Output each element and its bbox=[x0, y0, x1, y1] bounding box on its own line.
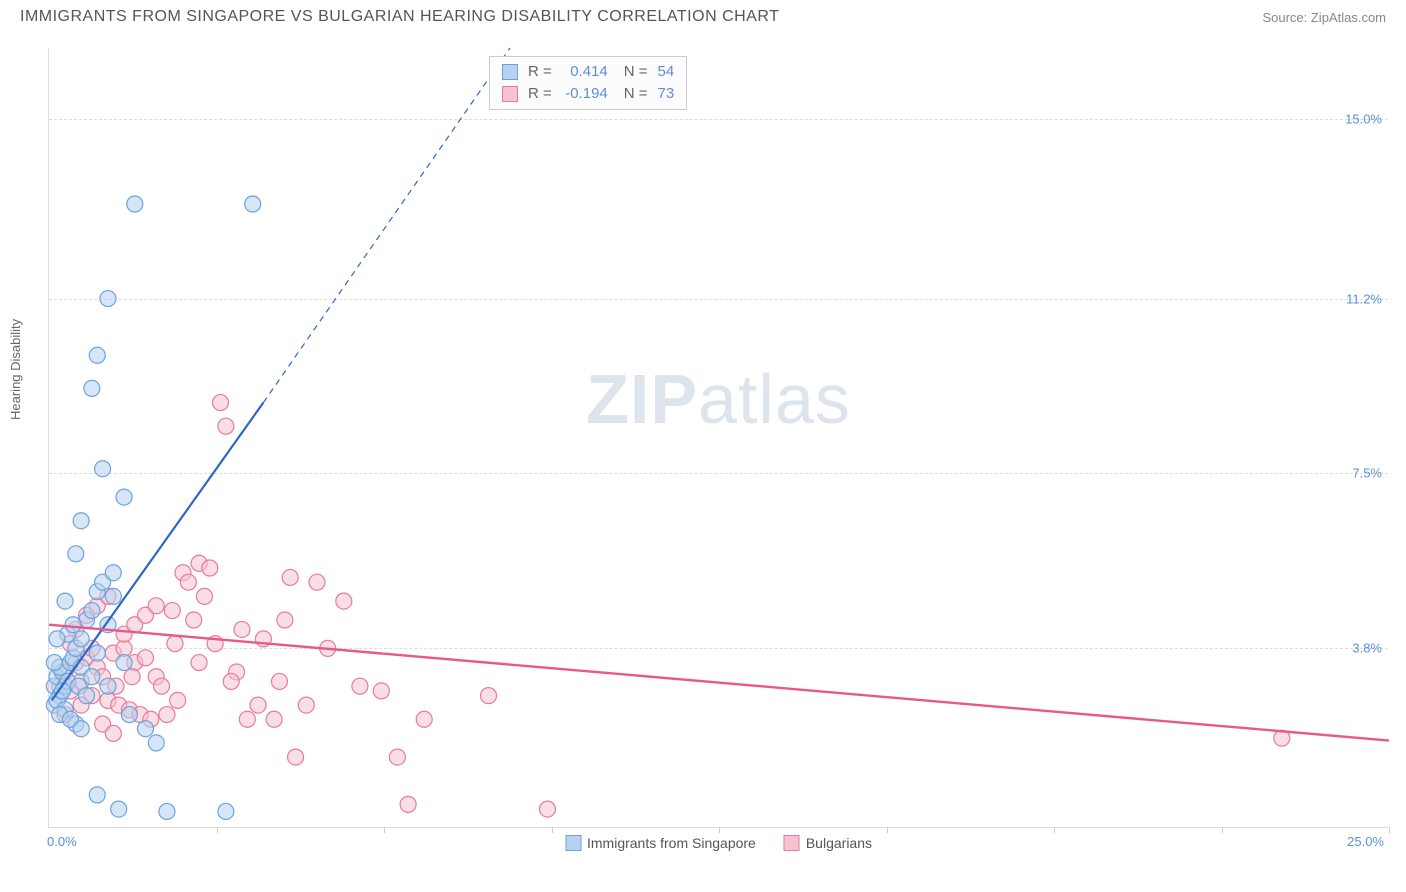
swatch-series-b bbox=[502, 86, 518, 102]
r-value-b: -0.194 bbox=[558, 83, 608, 105]
legend-label-b: Bulgarians bbox=[806, 835, 872, 851]
x-max-label: 25.0% bbox=[1347, 834, 1384, 849]
stats-row-b: R = -0.194 N = 73 bbox=[502, 83, 674, 105]
swatch-b-bottom bbox=[784, 835, 800, 851]
y-axis-label: Hearing Disability bbox=[8, 319, 23, 420]
scatter-svg bbox=[49, 48, 1388, 827]
chart-plot-area: ZIPatlas 3.8%7.5%11.2%15.0% R = 0.414 N … bbox=[48, 48, 1388, 828]
stats-row-a: R = 0.414 N = 54 bbox=[502, 61, 674, 83]
series-legend: Immigrants from Singapore Bulgarians bbox=[565, 835, 872, 851]
stats-legend-box: R = 0.414 N = 54 R = -0.194 N = 73 bbox=[489, 56, 687, 110]
swatch-series-a bbox=[502, 64, 518, 80]
swatch-a-bottom bbox=[565, 835, 581, 851]
n-prefix-a: N = bbox=[624, 61, 648, 83]
chart-header: IMMIGRANTS FROM SINGAPORE VS BULGARIAN H… bbox=[0, 0, 1406, 30]
r-value-a: 0.414 bbox=[558, 61, 608, 83]
n-value-a: 54 bbox=[658, 61, 675, 83]
n-prefix-b: N = bbox=[624, 83, 648, 105]
chart-title: IMMIGRANTS FROM SINGAPORE VS BULGARIAN H… bbox=[20, 8, 779, 26]
r-prefix-b: R = bbox=[528, 83, 552, 105]
n-value-b: 73 bbox=[658, 83, 675, 105]
legend-label-a: Immigrants from Singapore bbox=[587, 835, 756, 851]
legend-item-b: Bulgarians bbox=[784, 835, 872, 851]
x-origin-label: 0.0% bbox=[47, 834, 77, 849]
legend-item-a: Immigrants from Singapore bbox=[565, 835, 756, 851]
r-prefix-a: R = bbox=[528, 61, 552, 83]
chart-source: Source: ZipAtlas.com bbox=[1262, 10, 1386, 25]
